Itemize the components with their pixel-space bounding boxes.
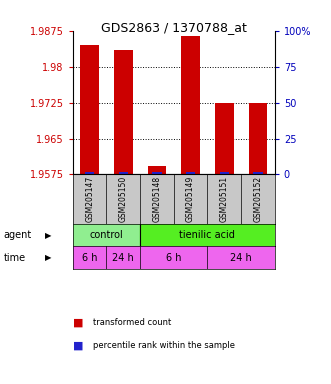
Text: GSM205152: GSM205152 xyxy=(254,176,262,222)
Text: 6 h: 6 h xyxy=(166,253,181,263)
Bar xyxy=(253,172,262,174)
Bar xyxy=(152,172,162,174)
Bar xyxy=(186,172,195,174)
Bar xyxy=(249,103,267,174)
Bar xyxy=(80,45,99,174)
Bar xyxy=(140,224,275,247)
Bar xyxy=(181,35,200,174)
Bar xyxy=(73,224,140,247)
Text: agent: agent xyxy=(3,230,31,240)
Bar xyxy=(208,247,275,269)
Text: GSM205150: GSM205150 xyxy=(119,176,128,222)
Text: ■: ■ xyxy=(73,318,83,328)
Bar xyxy=(140,247,208,269)
Text: 6 h: 6 h xyxy=(82,253,97,263)
Text: 24 h: 24 h xyxy=(113,253,134,263)
Text: control: control xyxy=(90,230,123,240)
Bar xyxy=(85,172,94,174)
Bar xyxy=(114,50,132,174)
Text: ■: ■ xyxy=(73,341,83,351)
Text: ▶: ▶ xyxy=(45,253,51,262)
Bar xyxy=(215,103,233,174)
Text: GSM205149: GSM205149 xyxy=(186,176,195,222)
Text: percentile rank within the sample: percentile rank within the sample xyxy=(93,341,235,350)
Bar xyxy=(73,247,107,269)
Text: ▶: ▶ xyxy=(45,231,51,240)
Bar xyxy=(119,172,128,174)
Bar xyxy=(220,172,229,174)
Bar xyxy=(148,166,166,174)
Text: GSM205148: GSM205148 xyxy=(153,176,162,222)
Text: time: time xyxy=(3,253,25,263)
Text: 24 h: 24 h xyxy=(230,253,252,263)
Bar xyxy=(107,247,140,269)
Text: GDS2863 / 1370788_at: GDS2863 / 1370788_at xyxy=(101,21,247,34)
Text: GSM205147: GSM205147 xyxy=(85,176,94,222)
Text: GSM205151: GSM205151 xyxy=(220,176,229,222)
Text: transformed count: transformed count xyxy=(93,318,171,327)
Text: tienilic acid: tienilic acid xyxy=(179,230,235,240)
